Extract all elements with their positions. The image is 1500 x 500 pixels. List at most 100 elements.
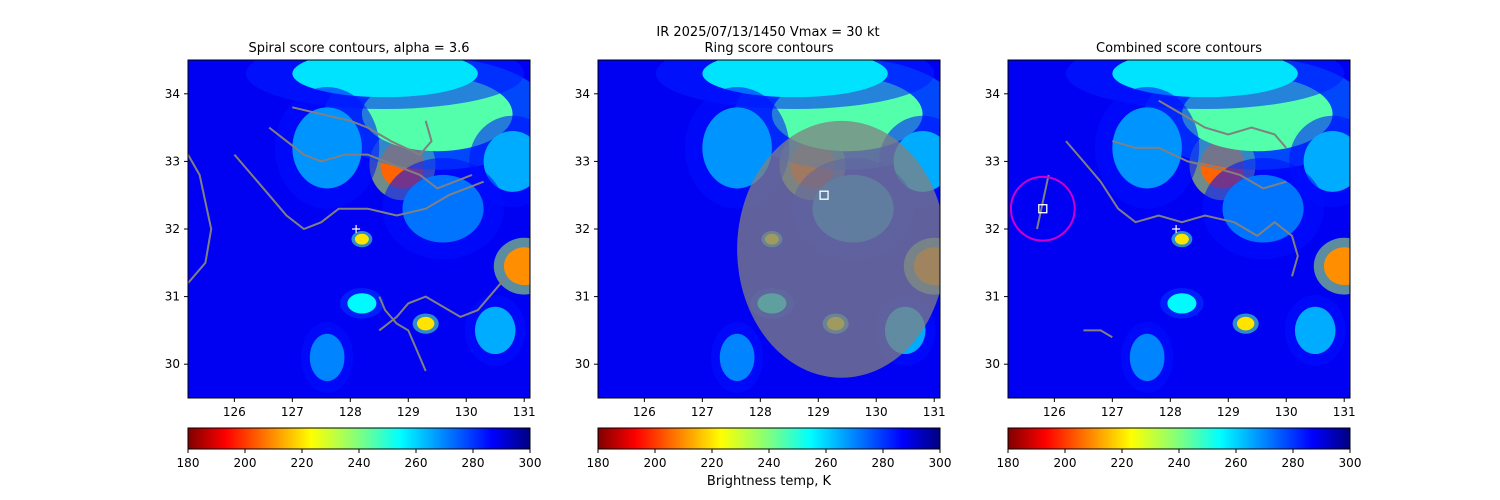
colorbar-tick-label: 180	[997, 456, 1020, 470]
score-contour	[1065, 140, 1299, 277]
colorbar-tick-label: 280	[462, 456, 485, 470]
center-square-marker	[1038, 204, 1048, 214]
colorbar	[187, 427, 531, 450]
colorbar-tick-label: 300	[929, 456, 952, 470]
panel-title: Combined score contours	[1096, 41, 1262, 56]
x-tick-label: 129	[1217, 405, 1240, 419]
y-tick-label: 30	[575, 357, 590, 371]
ring-score-region	[737, 120, 940, 378]
ir-image	[598, 60, 940, 398]
x-tick-label: 127	[1101, 405, 1124, 419]
cloud-feature	[1167, 293, 1197, 314]
colorbar-tick-label: 300	[519, 456, 542, 470]
y-tick-label: 34	[985, 87, 1000, 101]
score-contour	[378, 275, 508, 332]
panel-2: Ring score contours 126 127 128 129 130 131 30 3…	[575, 41, 952, 470]
x-tick-label: 128	[1159, 405, 1182, 419]
center-plus-marker	[352, 225, 361, 233]
x-tick-label: 127	[281, 405, 304, 419]
y-tick-label: 32	[985, 222, 1000, 236]
x-tick-label: 130	[1275, 405, 1298, 419]
cloud-feature	[292, 107, 362, 189]
x-tick-label: 131	[923, 405, 946, 419]
score-contour	[378, 296, 427, 372]
x-tick-label: 126	[223, 405, 246, 419]
cloud-feature	[474, 306, 516, 355]
colorbar	[1007, 427, 1351, 450]
panel-title: Ring score contours	[704, 41, 833, 56]
y-tick-label: 33	[985, 154, 1000, 168]
y-tick-label: 30	[985, 357, 1000, 371]
x-tick-label: 129	[807, 405, 830, 419]
score-contour	[1036, 174, 1050, 230]
cloud-feature	[702, 60, 888, 98]
y-tick-label: 31	[575, 290, 590, 304]
colorbar-tick-label: 260	[1225, 456, 1248, 470]
y-tick-label: 32	[165, 222, 180, 236]
y-tick-label: 30	[165, 357, 180, 371]
x-tick-label: 130	[865, 405, 888, 419]
cloud-feature	[1174, 233, 1189, 245]
x-tick-label: 131	[1333, 405, 1356, 419]
cloud-feature	[503, 247, 530, 286]
x-tick-label: 130	[455, 405, 478, 419]
cloud-feature	[309, 333, 345, 382]
y-tick-label: 31	[165, 290, 180, 304]
y-tick-label: 33	[575, 154, 590, 168]
colorbar-tick-label: 200	[1054, 456, 1077, 470]
cloud-feature	[416, 316, 435, 331]
colorbar-tick-label: 300	[1339, 456, 1362, 470]
x-tick-label: 129	[397, 405, 420, 419]
x-tick-label: 131	[513, 405, 536, 419]
y-tick-label: 34	[575, 87, 590, 101]
colorbar-label: Brightness temp, K	[707, 474, 832, 489]
score-contour	[233, 153, 484, 231]
cloud-feature	[1112, 60, 1298, 98]
colorbar-tick-label: 220	[291, 456, 314, 470]
colorbar-tick-label: 240	[1168, 456, 1191, 470]
cloud-feature	[354, 233, 369, 245]
colorbar-tick-label: 200	[234, 456, 257, 470]
score-contour	[292, 106, 433, 156]
ir-image	[1008, 60, 1350, 398]
score-contour	[1112, 140, 1287, 190]
search-circle	[1009, 175, 1076, 242]
panel-1: Spiral score contours, alpha = 3.6 126 127…	[165, 41, 542, 470]
cloud-feature	[292, 60, 478, 98]
colorbar	[597, 427, 941, 450]
score-contour	[1158, 99, 1287, 149]
x-tick-label: 128	[749, 405, 772, 419]
cloud-feature	[1236, 316, 1255, 331]
cloud-feature	[1294, 306, 1336, 355]
x-tick-label: 128	[339, 405, 362, 419]
x-tick-label: 127	[691, 405, 714, 419]
center-plus-marker	[1172, 225, 1181, 233]
cloud-feature	[347, 293, 377, 314]
colorbar-tick-label: 220	[701, 456, 724, 470]
center-square-marker	[819, 190, 829, 200]
score-contour	[1083, 329, 1113, 339]
score-contour	[188, 154, 213, 284]
colorbar-tick-label: 260	[815, 456, 838, 470]
colorbar-tick-label: 240	[348, 456, 371, 470]
panel-title: Spiral score contours, alpha = 3.6	[248, 41, 469, 56]
cloud-feature	[719, 333, 755, 382]
cloud-feature	[1129, 333, 1165, 382]
x-tick-label: 126	[1043, 405, 1066, 419]
y-tick-label: 32	[575, 222, 590, 236]
y-tick-label: 31	[985, 290, 1000, 304]
score-contour	[268, 126, 473, 190]
ir-image	[188, 60, 530, 398]
cloud-feature	[483, 130, 530, 192]
x-tick-label: 126	[633, 405, 656, 419]
colorbar-tick-label: 280	[1282, 456, 1305, 470]
cloud-feature	[702, 107, 772, 189]
cloud-feature	[1222, 174, 1304, 243]
panel-3: Combined score contours 126 127 128 129 130 13…	[985, 41, 1362, 470]
colorbar-tick-label: 220	[1111, 456, 1134, 470]
cloud-feature	[402, 174, 484, 243]
figure-title: IR 2025/07/13/1450 Vmax = 30 kt	[656, 25, 879, 40]
colorbar-tick-label: 260	[405, 456, 428, 470]
colorbar-tick-label: 180	[587, 456, 610, 470]
